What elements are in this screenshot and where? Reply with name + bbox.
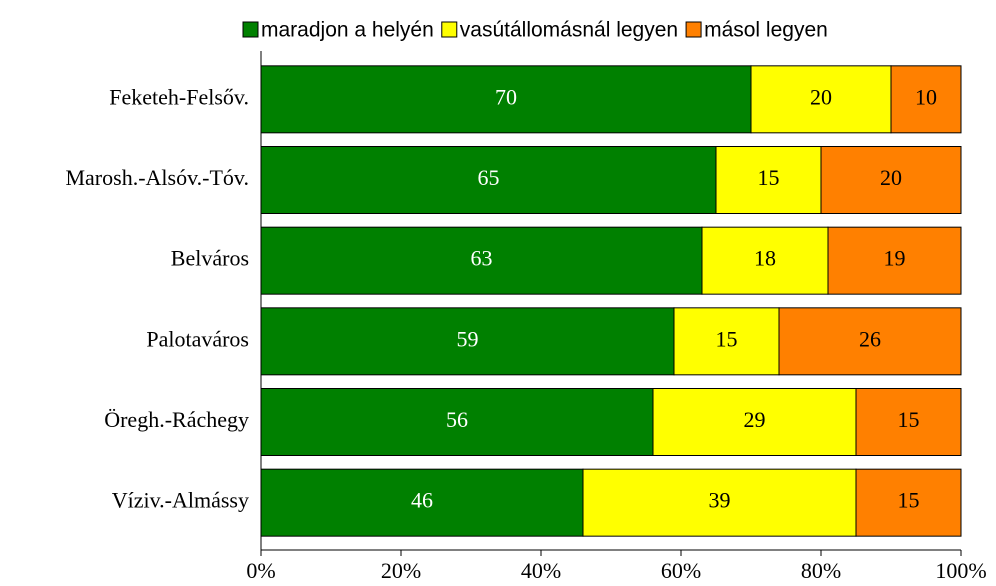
bar-segment bbox=[820, 146, 962, 214]
x-tick-label: 80% bbox=[801, 558, 841, 583]
x-tick-label: 100% bbox=[935, 558, 986, 583]
legend-label: másol legyen bbox=[704, 19, 828, 42]
bar-segment bbox=[750, 65, 892, 134]
bar-segment bbox=[855, 388, 962, 456]
legend-swatch bbox=[242, 21, 259, 38]
bar-segment bbox=[827, 226, 962, 295]
data-label: 70 bbox=[495, 84, 517, 109]
y-tick-label: Feketeh-Felsőv. bbox=[109, 84, 249, 109]
bar-segment bbox=[890, 65, 962, 134]
x-tick-label: 20% bbox=[381, 558, 421, 583]
bar-segment bbox=[260, 65, 752, 134]
data-label: 15 bbox=[898, 488, 920, 513]
data-label: 20 bbox=[880, 165, 902, 190]
bar-segment bbox=[582, 468, 857, 537]
legend-label: vasútállomásnál legyen bbox=[460, 19, 678, 42]
data-label: 63 bbox=[471, 246, 493, 271]
y-tick-label: Öregh.-Ráchegy bbox=[104, 407, 249, 432]
data-label: 39 bbox=[709, 488, 731, 513]
bar-segment bbox=[260, 146, 717, 214]
bar-segment bbox=[260, 388, 654, 456]
x-tick-label: 60% bbox=[661, 558, 701, 583]
legend-label: maradjon a helyén bbox=[261, 19, 434, 42]
x-tick-label: 40% bbox=[521, 558, 561, 583]
data-label: 46 bbox=[411, 488, 433, 513]
bar-segment bbox=[855, 468, 962, 537]
data-label: 19 bbox=[884, 246, 906, 271]
bar-segment bbox=[701, 226, 829, 295]
x-tick-label: 0% bbox=[246, 558, 275, 583]
y-tick-label: Víziv.-Almássy bbox=[112, 488, 249, 513]
bar-segment bbox=[778, 307, 962, 376]
data-label: 15 bbox=[758, 165, 780, 190]
bar-segment bbox=[715, 146, 822, 214]
y-tick-label: Palotaváros bbox=[146, 326, 249, 351]
y-tick-label: Belváros bbox=[171, 246, 249, 271]
bar-segment bbox=[652, 388, 857, 456]
data-label: 26 bbox=[859, 326, 881, 351]
y-tick-label: Marosh.-Alsóv.-Tóv. bbox=[65, 165, 249, 190]
data-label: 18 bbox=[754, 246, 776, 271]
data-label: 15 bbox=[898, 407, 920, 432]
data-label: 20 bbox=[810, 84, 832, 109]
data-label: 59 bbox=[457, 326, 479, 351]
data-label: 10 bbox=[915, 84, 937, 109]
data-label: 65 bbox=[478, 165, 500, 190]
data-label: 56 bbox=[446, 407, 468, 432]
bar-segment bbox=[260, 307, 675, 376]
bar-segment bbox=[260, 226, 703, 295]
legend-swatch bbox=[685, 21, 702, 38]
data-label: 15 bbox=[716, 326, 738, 351]
data-label: 29 bbox=[744, 407, 766, 432]
legend-swatch bbox=[441, 21, 458, 38]
